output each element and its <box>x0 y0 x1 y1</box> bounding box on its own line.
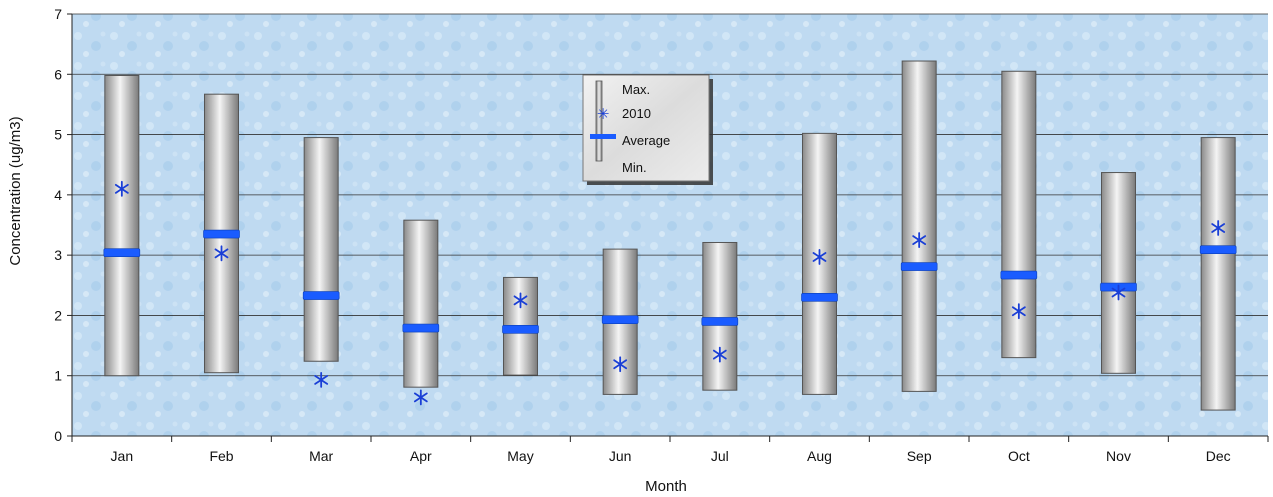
x-axis-title: Month <box>645 478 687 495</box>
x-tick-label: Aug <box>807 448 832 464</box>
range-bar <box>901 60 937 392</box>
y-tick-label: 2 <box>54 307 62 323</box>
marker-2010-stroke <box>1211 223 1226 233</box>
legend-average-label: Average <box>622 133 670 148</box>
x-tick-label: Jan <box>111 448 134 464</box>
legend: ✳ Max. 2010 Average Min. <box>582 74 713 185</box>
range-bar <box>104 74 140 377</box>
legend-max-label: Max. <box>622 82 650 97</box>
average-marker <box>900 262 938 271</box>
y-tick-label: 7 <box>54 6 62 22</box>
average-marker <box>601 315 639 324</box>
y-axis-title: Concentration (ug/m3) <box>7 116 24 265</box>
marker-2010 <box>314 372 329 388</box>
axes: 0 1 2 3 4 5 6 7 Jan Feb Mar Apr May Jun Jul Aug Sep Oct No… <box>54 6 1269 464</box>
marker-2010-stroke <box>314 375 329 385</box>
legend-range-bar-icon <box>595 80 603 162</box>
y-tick-label: 3 <box>54 247 62 263</box>
legend-2010-label: 2010 <box>622 106 651 121</box>
marker-2010-stroke <box>214 248 229 259</box>
x-tick-label: Apr <box>410 448 432 464</box>
marker-2010-stroke <box>513 295 528 306</box>
marker-2010 <box>1211 220 1226 236</box>
x-tick-label: Dec <box>1206 448 1231 464</box>
marker-2010-stroke <box>1111 287 1126 298</box>
average-marker <box>103 248 141 258</box>
marker-2010-stroke <box>1011 306 1026 317</box>
average-marker <box>402 323 440 333</box>
average-marker <box>1000 270 1038 280</box>
gridlines <box>72 13 1268 377</box>
range-bar <box>303 137 339 362</box>
marker-2010 <box>912 232 927 248</box>
average-marker <box>502 324 539 334</box>
range-bar <box>1200 137 1236 411</box>
marker-2010 <box>1111 284 1126 301</box>
legend-marker-2010-icon: ✳ <box>597 105 610 123</box>
marker-2010-stroke <box>812 252 827 262</box>
range-bar <box>403 219 439 388</box>
legend-min-label: Min. <box>622 160 647 175</box>
marker-2010-stroke <box>114 183 129 194</box>
x-tick-label: Nov <box>1106 448 1131 464</box>
marker-2010 <box>513 292 528 309</box>
marker-2010 <box>1011 303 1026 320</box>
marker-2010 <box>613 356 628 373</box>
marker-2010-stroke <box>413 392 428 403</box>
marker-2010-stroke <box>912 235 927 245</box>
average-marker <box>1199 245 1237 255</box>
legend-average-line-icon <box>590 134 616 139</box>
y-tick-label: 1 <box>54 368 62 384</box>
x-tick-label: Feb <box>209 448 233 464</box>
x-tick-label: Oct <box>1008 448 1030 464</box>
marker-2010 <box>413 389 428 406</box>
marker-2010 <box>712 346 727 363</box>
average-marker <box>203 229 240 239</box>
x-tick-label: Sep <box>907 448 932 464</box>
y-tick-label: 5 <box>54 127 62 143</box>
marker-2010-stroke <box>613 359 628 370</box>
marker-2010 <box>114 180 129 197</box>
y-tick-label: 4 <box>54 187 62 203</box>
average-marker <box>801 293 838 302</box>
markers <box>103 180 1237 406</box>
x-tick-label: Jul <box>711 448 729 464</box>
range-bar <box>702 241 738 391</box>
marker-2010 <box>812 249 827 265</box>
marker-2010 <box>214 245 229 262</box>
marker-2010-stroke <box>712 349 727 360</box>
y-tick-label: 0 <box>54 428 62 444</box>
x-tick-label: Mar <box>309 448 333 464</box>
range-bar <box>1101 172 1136 374</box>
average-marker <box>701 317 739 326</box>
y-tick-label: 6 <box>54 66 62 82</box>
x-tick-label: May <box>507 448 533 464</box>
average-marker <box>302 291 340 300</box>
x-tick-label: Jun <box>609 448 632 464</box>
